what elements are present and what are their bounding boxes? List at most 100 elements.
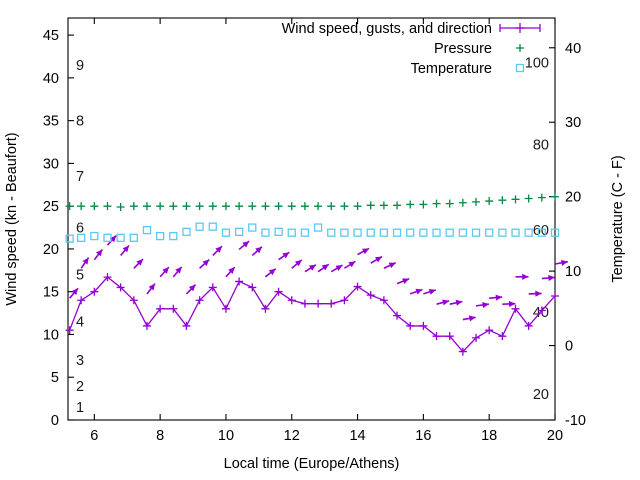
wind-direction-arrow-icon: [436, 299, 450, 306]
wind-speed-point: [182, 321, 191, 330]
temperature-point: [432, 228, 441, 237]
pressure-point: [314, 202, 323, 211]
legend-label-2: Temperature: [411, 61, 492, 77]
temperature-point: [195, 222, 204, 231]
wind-direction-arrow-icon: [251, 246, 263, 257]
y-tick-label: 25: [43, 199, 59, 215]
pressure-point: [235, 202, 244, 211]
y2-axis-title: Temperature (C - F): [610, 155, 626, 282]
pressure-point: [129, 202, 138, 211]
temperature-point: [471, 228, 481, 237]
wind-speed-point: [432, 332, 441, 341]
wind-speed-point: [156, 304, 165, 313]
beaufort-label: 7: [76, 169, 84, 185]
pressure-point: [432, 199, 441, 208]
wind-direction-arrow-icon: [225, 266, 236, 278]
wind-speed-point: [208, 283, 217, 292]
wind-direction-arrow-icon: [199, 258, 210, 269]
wind-speed-point: [379, 296, 388, 305]
y2-tick-label: 10: [565, 264, 581, 280]
pressure-point: [103, 202, 112, 211]
temperature-point: [248, 223, 257, 232]
wind-speed-point: [458, 347, 467, 356]
pressure-point: [116, 203, 125, 212]
pressure-point: [77, 202, 86, 211]
wind-direction-arrow-icon: [264, 268, 277, 278]
wind-direction-arrow-icon: [133, 258, 144, 269]
wind-direction-arrow-icon: [475, 301, 490, 308]
temperature-point: [77, 233, 86, 242]
y2-tick-label: 0: [565, 339, 573, 355]
pressure-point: [195, 202, 204, 211]
pressure-point: [498, 196, 507, 205]
wind-direction-arrow-icon: [449, 299, 463, 306]
wind-direction-arrow-icon: [159, 266, 170, 278]
pressure-point: [524, 194, 533, 203]
wind-speed-point: [195, 296, 204, 305]
wind-speed-point: [524, 321, 533, 330]
pressure-point: [340, 202, 349, 211]
y-tick-label: 0: [51, 413, 59, 429]
temperature-point: [340, 228, 349, 237]
wind-speed-point: [498, 332, 507, 341]
beaufort-label: 8: [76, 114, 84, 130]
wind-speed-point: [419, 321, 428, 330]
beaufort-label: 9: [76, 58, 84, 74]
temperature-point: [300, 228, 310, 237]
wind-direction-arrow-icon: [185, 284, 197, 295]
temperature-point: [169, 231, 178, 241]
wind-speed-point: [366, 291, 375, 300]
temperature-point: [406, 228, 415, 237]
y-tick-label: 40: [43, 71, 59, 87]
temperature-point: [313, 223, 323, 232]
pressure-point: [537, 193, 546, 202]
legend-sample-temperature: [515, 63, 525, 73]
pressure-point: [353, 202, 362, 211]
wind-direction-arrow-icon: [541, 274, 555, 281]
beaufort-label: 6: [76, 221, 84, 237]
wind-direction-arrow-icon: [146, 283, 156, 295]
temperature-point: [221, 228, 231, 237]
wind-direction-arrow-icon: [120, 244, 130, 256]
pressure-point: [182, 202, 191, 211]
pressure-point: [169, 202, 178, 211]
wind-direction-arrow-icon: [343, 260, 356, 269]
pressure-point: [551, 192, 559, 201]
wind-speed-point: [90, 287, 99, 296]
wind-direction-arrow-icon: [489, 294, 503, 301]
wind-speed-point: [287, 296, 296, 305]
wind-speed-point: [472, 333, 481, 342]
wind-speed-point: [300, 299, 309, 308]
pressure-point: [221, 202, 230, 211]
temperature-point: [142, 225, 152, 235]
wind-speed-point: [65, 326, 74, 335]
wind-direction-arrow-icon: [423, 288, 436, 295]
x-tick-label: 6: [90, 428, 98, 444]
pressure-point: [287, 202, 296, 211]
pressure-point: [406, 200, 415, 209]
pressure-point: [90, 202, 99, 211]
wind-direction-arrow-icon: [396, 278, 410, 285]
temperature-point: [103, 233, 112, 242]
wind-speed-point: [274, 287, 283, 296]
wind-direction-arrow-icon: [383, 262, 397, 269]
y2-tick-label: 40: [565, 41, 581, 57]
wind-speed-point: [406, 321, 415, 330]
x-tick-label: 20: [547, 428, 563, 444]
temperature-point: [261, 228, 270, 237]
legend-label-0: Wind speed, gusts, and direction: [282, 21, 492, 37]
pressure-point: [472, 197, 481, 206]
beaufort-label: 5: [76, 268, 84, 284]
wind-direction-arrow-icon: [357, 247, 370, 256]
y-tick-label: 5: [51, 370, 59, 386]
wind-speed-point: [327, 299, 336, 308]
wind-speed-point: [445, 332, 454, 341]
wind-speed-point: [551, 291, 559, 300]
y-tick-label: 15: [43, 285, 59, 301]
temperature-point: [485, 228, 494, 237]
pressure-point: [445, 199, 454, 208]
temperature-point: [445, 228, 454, 237]
temperature-point: [234, 227, 244, 236]
wind-direction-arrow-icon: [172, 266, 183, 278]
